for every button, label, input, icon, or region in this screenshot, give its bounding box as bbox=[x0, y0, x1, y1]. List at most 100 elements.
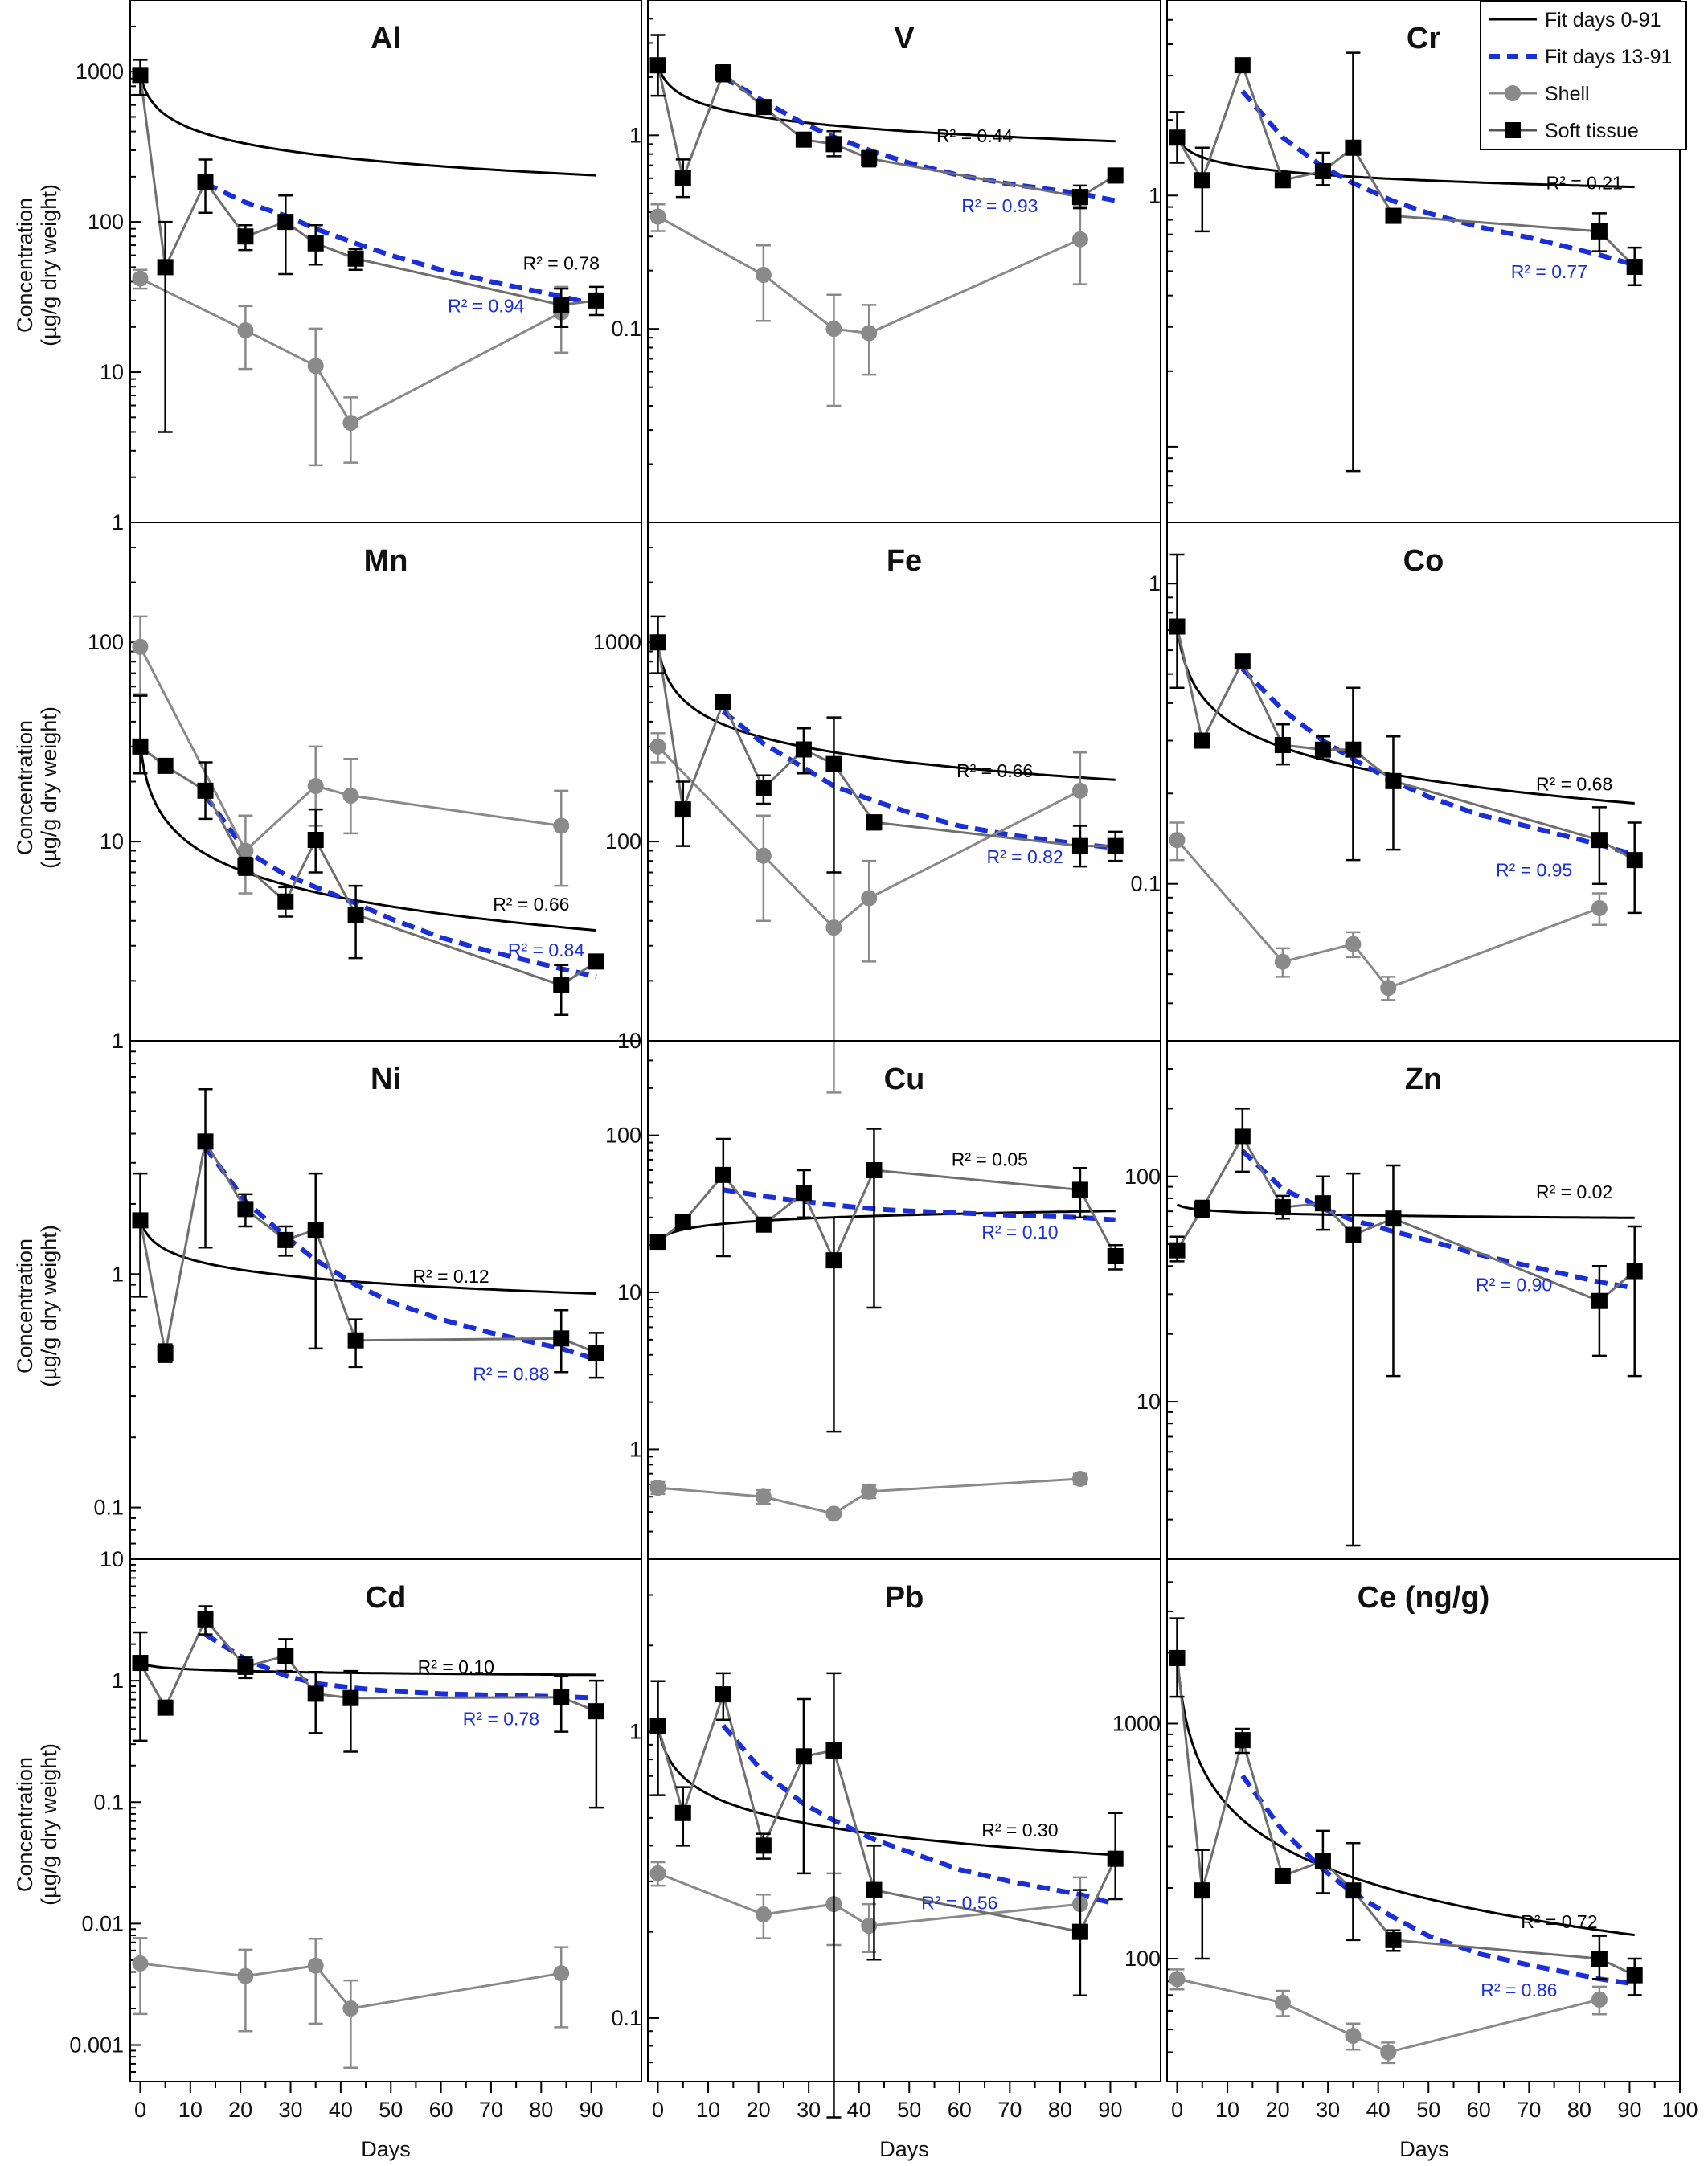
shell-point bbox=[1345, 2027, 1362, 2044]
soft-tissue-point bbox=[795, 741, 812, 758]
soft-tissue-point bbox=[553, 1689, 570, 1705]
panel-title: Co bbox=[1403, 544, 1444, 578]
y-tick-label: 1 bbox=[1149, 571, 1161, 596]
x-tick-label: 80 bbox=[1048, 2098, 1072, 2122]
soft-tissue-point bbox=[1169, 1649, 1186, 1666]
soft-tissue-point bbox=[1071, 1923, 1088, 1940]
soft-tissue-point bbox=[1071, 1181, 1088, 1198]
panel-cr: 1 Cr R² = 0.21 R² = 0.77 bbox=[1149, 0, 1681, 523]
panel-frame bbox=[647, 522, 1161, 1042]
r2-label-fit-late: R² = 0.10 bbox=[981, 1222, 1058, 1243]
soft-tissue-point bbox=[674, 801, 691, 818]
soft-tissue-point bbox=[1194, 1882, 1210, 1899]
y-tick-label: 1000 bbox=[1112, 1711, 1161, 1735]
soft-tissue-point bbox=[347, 906, 364, 923]
x-axis-label-col-3: Days bbox=[1399, 2137, 1449, 2161]
r2-label-fit-late: R² = 0.90 bbox=[1476, 1274, 1552, 1295]
shell-point bbox=[649, 738, 666, 755]
soft-tissue-point bbox=[1345, 741, 1362, 758]
fit-line-days-0-91 bbox=[139, 74, 596, 177]
shell-point bbox=[861, 890, 878, 907]
shell-point bbox=[1071, 782, 1088, 799]
soft-tissue-point bbox=[1274, 172, 1291, 189]
x-tick-label: 10 bbox=[178, 2098, 203, 2122]
x-tick-label: 10 bbox=[1215, 2098, 1239, 2122]
soft-tissue-point bbox=[553, 1330, 570, 1347]
panel-title: Cu bbox=[884, 1063, 925, 1096]
legend-label-fit-all: Fit days 0-91 bbox=[1545, 9, 1661, 31]
soft-tissue-point bbox=[1626, 1967, 1643, 1984]
r2-label-fit-all: R² = 0.44 bbox=[936, 125, 1013, 146]
r2-label-fit-all: R² = 0.78 bbox=[523, 253, 600, 274]
soft-tissue-point bbox=[866, 1161, 883, 1178]
soft-tissue-point bbox=[132, 1212, 149, 1229]
shell-point bbox=[307, 778, 324, 795]
soft-tissue-point bbox=[1274, 737, 1291, 754]
x-tick-label: 80 bbox=[1567, 2098, 1591, 2122]
soft-tissue-point bbox=[237, 1658, 254, 1675]
soft-tissue-point bbox=[237, 1201, 254, 1218]
fit-line-days-13-91 bbox=[723, 1187, 1116, 1222]
soft-tissue-line bbox=[657, 642, 1116, 848]
soft-tissue-point bbox=[1591, 1292, 1608, 1309]
soft-tissue-point bbox=[197, 1133, 214, 1150]
fit-line-days-0-91 bbox=[657, 64, 1116, 143]
panel-frame bbox=[647, 1558, 1161, 2082]
r2-label-fit-late: R² = 0.86 bbox=[1481, 1980, 1557, 2000]
soft-tissue-point bbox=[1194, 172, 1210, 189]
soft-tissue-point bbox=[1234, 57, 1251, 74]
r2-label-fit-all: R² = 0.21 bbox=[1546, 172, 1623, 193]
y-tick-label: 10 bbox=[617, 1280, 641, 1304]
soft-tissue-point bbox=[1107, 837, 1124, 854]
shell-point bbox=[825, 919, 842, 936]
soft-tissue-point bbox=[866, 1881, 883, 1898]
y-axis-label-line2: (µg/g dry weight) bbox=[37, 706, 61, 869]
x-tick-label: 0 bbox=[134, 2098, 146, 2122]
soft-tissue-point bbox=[715, 1166, 731, 1183]
shell-point bbox=[1380, 980, 1397, 997]
shell-point bbox=[553, 817, 570, 834]
soft-tissue-point bbox=[1345, 1882, 1362, 1899]
x-tick-label: 100 bbox=[1661, 2098, 1698, 2122]
soft-tissue-point bbox=[825, 1252, 842, 1269]
fit-line-days-0-91 bbox=[1176, 137, 1635, 189]
soft-tissue-point bbox=[132, 738, 149, 755]
fit-line-days-13-91 bbox=[1240, 89, 1636, 268]
panel-co: 0.1 1 Co R² = 0.68 R² = 0.95 bbox=[1130, 522, 1681, 1042]
y-tick-label: 1000 bbox=[593, 630, 641, 654]
x-tick-label: 90 bbox=[1617, 2098, 1641, 2122]
soft-tissue-line bbox=[139, 1617, 597, 1713]
soft-tissue-point bbox=[588, 292, 604, 309]
r2-label-fit-late: R² = 0.93 bbox=[961, 195, 1038, 216]
soft-tissue-point bbox=[1071, 189, 1088, 206]
fit-line-days-13-91 bbox=[1240, 1149, 1636, 1291]
legend-swatch-soft-marker bbox=[1505, 122, 1521, 138]
x-tick-label: 30 bbox=[279, 2098, 303, 2122]
r2-label-fit-late: R² = 0.88 bbox=[473, 1364, 549, 1385]
soft-tissue-point bbox=[1107, 1850, 1124, 1867]
shell-point bbox=[1169, 1971, 1186, 1988]
soft-tissue-point bbox=[1385, 207, 1402, 224]
shell-point bbox=[1274, 1994, 1291, 2011]
y-tick-label: 0.001 bbox=[69, 2033, 124, 2057]
x-tick-label: 20 bbox=[228, 2098, 252, 2122]
y-tick-label: 10 bbox=[100, 829, 124, 854]
soft-tissue-point bbox=[588, 1345, 604, 1361]
legend-label-fit-late: Fit days 13-91 bbox=[1545, 46, 1672, 68]
panel-title: Al bbox=[371, 22, 401, 55]
y-tick-label: 100 bbox=[1124, 1947, 1161, 1971]
soft-tissue-point bbox=[715, 694, 731, 710]
shell-point bbox=[553, 1965, 570, 1982]
shell-point bbox=[307, 1957, 324, 1974]
shell-point bbox=[132, 270, 149, 287]
x-tick-label: 30 bbox=[797, 2098, 821, 2122]
r2-label-fit-all: R² = 0.02 bbox=[1536, 1181, 1612, 1202]
y-tick-label: 100 bbox=[88, 630, 124, 654]
soft-tissue-point bbox=[1626, 1263, 1643, 1280]
soft-tissue-point bbox=[1345, 1226, 1362, 1243]
y-axis-label-row-2: Concentration (µg/g dry weight) bbox=[13, 706, 61, 869]
shell-point bbox=[1591, 1991, 1608, 2008]
x-tick-label: 10 bbox=[696, 2098, 720, 2122]
